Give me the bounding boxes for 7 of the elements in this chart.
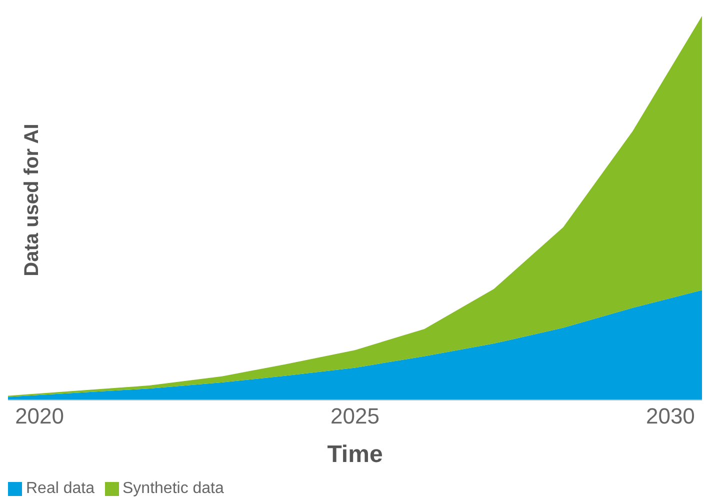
x-tick-label: 2025 (330, 404, 380, 429)
legend-label: Synthetic data (122, 480, 224, 497)
x-tick-label: 2020 (15, 404, 64, 429)
legend-label: Real data (26, 480, 94, 497)
x-axis-title: Time (327, 441, 383, 468)
x-tick-label: 2030 (646, 404, 695, 429)
y-axis-title: Data used for AI (21, 124, 43, 276)
